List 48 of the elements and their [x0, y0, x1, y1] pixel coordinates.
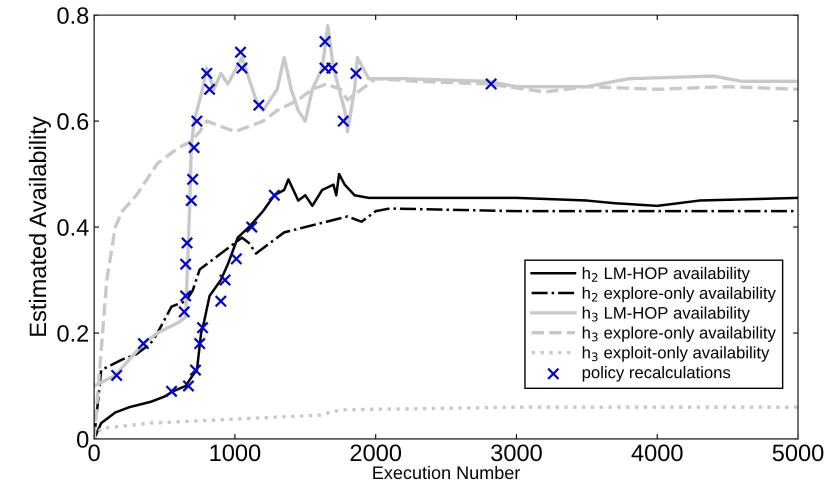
point [185, 194, 198, 207]
point [180, 236, 194, 250]
x-tick-label: 0 [88, 444, 100, 462]
point [268, 189, 281, 202]
legend-label: h$_{3}$ LM-HOP availability [582, 306, 750, 322]
point [230, 252, 243, 266]
y-tick-label: 0.2 [57, 325, 88, 342]
point [189, 364, 202, 376]
legend-label: h$_{3}$ explore-only availability [582, 326, 776, 342]
point [165, 385, 178, 398]
x-tick-label: 3000 [491, 444, 542, 462]
y-tick-label: 0.4 [57, 219, 89, 236]
point [234, 46, 247, 58]
point [218, 274, 232, 286]
x-tick-label: 1000 [210, 444, 260, 462]
y-tick-label: 0.6 [57, 113, 88, 130]
x-tick-label: 4000 [632, 444, 683, 462]
point [214, 294, 228, 308]
y-axis-title: Estimated Availability [28, 116, 51, 336]
point [179, 290, 192, 302]
point [179, 258, 192, 270]
point [178, 306, 190, 318]
legend-label: h$_{2}$ LM-HOP availability [582, 266, 750, 282]
point [190, 114, 204, 128]
point [484, 78, 498, 90]
point [318, 35, 332, 48]
point [337, 114, 350, 128]
point [350, 67, 362, 80]
legend-label: h$_{2}$ explore-only availability [582, 286, 776, 302]
point [200, 67, 214, 80]
legend-label: policy recalculations [582, 366, 730, 382]
point [203, 83, 216, 96]
point [246, 220, 258, 234]
y-tick-label: 0 [77, 431, 88, 448]
y-tick-label: 0.8 [57, 7, 88, 24]
x-axis-title: Execution Number [373, 466, 520, 480]
x-tick-label: 5000 [772, 444, 824, 462]
point [196, 321, 209, 334]
x-tick-label: 2000 [350, 444, 402, 462]
point [236, 62, 248, 74]
point [188, 141, 200, 154]
point [137, 337, 150, 350]
point [110, 369, 123, 382]
point [182, 380, 195, 392]
point [186, 173, 199, 186]
point [252, 98, 266, 112]
point [193, 337, 206, 350]
legend-label: h$_{3}$ exploit-only availability [582, 346, 770, 362]
